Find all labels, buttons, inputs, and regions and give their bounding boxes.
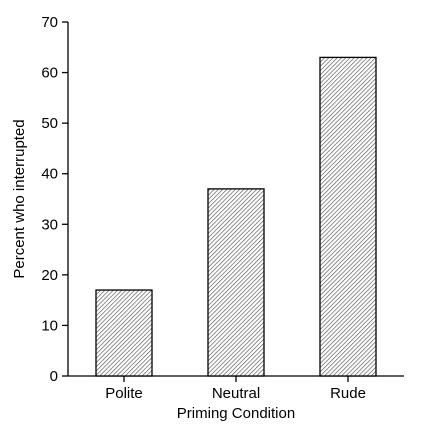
bar-neutral — [207, 188, 265, 377]
bar-polite — [95, 289, 153, 377]
y-tick-label: 0 — [50, 368, 58, 385]
y-tick-label: 10 — [41, 317, 58, 334]
y-tick-label: 30 — [41, 216, 58, 233]
bar-rude — [319, 56, 377, 377]
y-tick-label: 20 — [41, 267, 58, 284]
x-tick-label: Rude — [330, 385, 366, 402]
y-tick-label: 40 — [41, 166, 58, 183]
y-tick-label: 70 — [41, 14, 58, 31]
x-axis-label: Priming Condition — [177, 405, 295, 422]
y-tick-label: 50 — [41, 115, 58, 132]
bars — [95, 56, 377, 377]
y-tick-label: 60 — [41, 65, 58, 82]
y-axis-ticks: 0 10 20 30 40 50 60 70 — [41, 14, 68, 385]
y-axis-label: Percent who interrupted — [11, 119, 28, 278]
x-tick-label: Polite — [105, 385, 143, 402]
x-axis-ticks: Polite Neutral Rude — [105, 376, 366, 402]
x-tick-label: Neutral — [212, 385, 260, 402]
plot-area: 0 10 20 30 40 50 60 70 Polite Neutral Rude — [41, 14, 404, 402]
